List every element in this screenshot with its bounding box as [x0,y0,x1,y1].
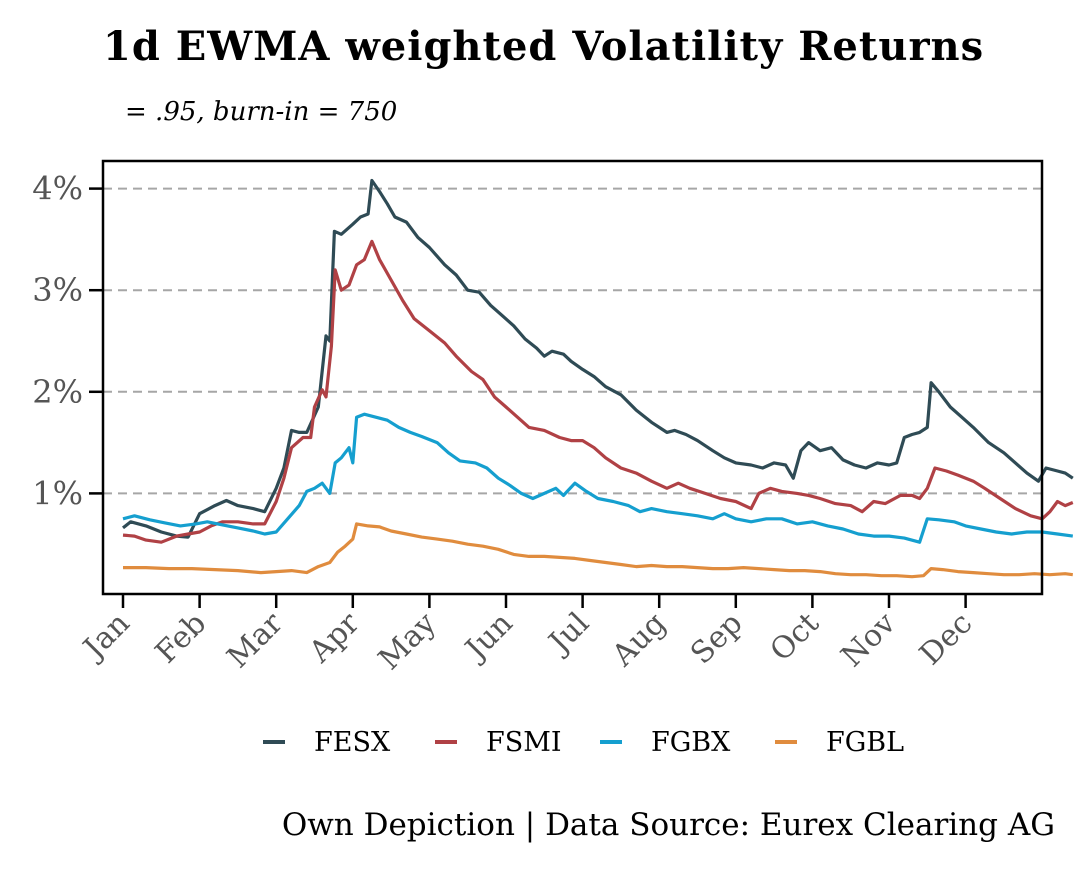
y-tick-label-1: 2% [32,373,83,411]
y-tick-label-0: 1% [32,474,83,512]
legend-label-fesx: FESX [314,727,391,758]
x-tick-label-9: Oct [764,606,827,669]
x-tick-label-6: Jul [540,606,596,662]
series-line-fgbl [123,522,1074,579]
series-lines [122,178,1074,579]
x-tick-label-11: Dec [913,606,979,672]
x-tick-label-2: Mar [221,605,291,675]
legend-label-fgbx: FGBX [651,727,731,758]
plot-border [101,159,1044,596]
x-tick-label-0: Jan [75,606,137,668]
y-tick-label-3: 4% [32,170,83,208]
legend: FESX FSMI FGBX FGBL [263,727,904,758]
y-axis-ticks: 1% 2% 3% 4% [32,170,103,512]
x-tick-label-4: May [372,606,443,677]
x-tick-label-8: Sep [684,606,749,671]
x-tick-label-1: Feb [149,606,213,670]
legend-label-fgbl: FGBL [826,727,904,758]
x-tick-label-3: Apr [302,605,367,670]
series-line-fesx [122,178,1074,539]
x-tick-label-5: Jun [457,606,520,669]
x-tick-label-10: Nov [835,606,903,674]
series-line-fgbx [122,412,1074,544]
x-axis-ticks: Jan Feb Mar Apr May Jun Jul Aug Sep Oct Nov Dec [75,594,979,677]
chart-caption: Own Depiction | Data Source: Eurex Clear… [282,807,1055,843]
y-tick-label-2: 3% [32,271,83,309]
chart-subtitle: = .95, burn-in = 750 [125,97,397,127]
legend-label-fsmi: FSMI [486,727,562,758]
gridlines [103,187,1042,495]
chart-title: 1d EWMA weighted Volatility Returns [103,23,984,70]
x-tick-label-7: Aug [605,606,673,674]
series-line-fsmi [122,239,1074,544]
